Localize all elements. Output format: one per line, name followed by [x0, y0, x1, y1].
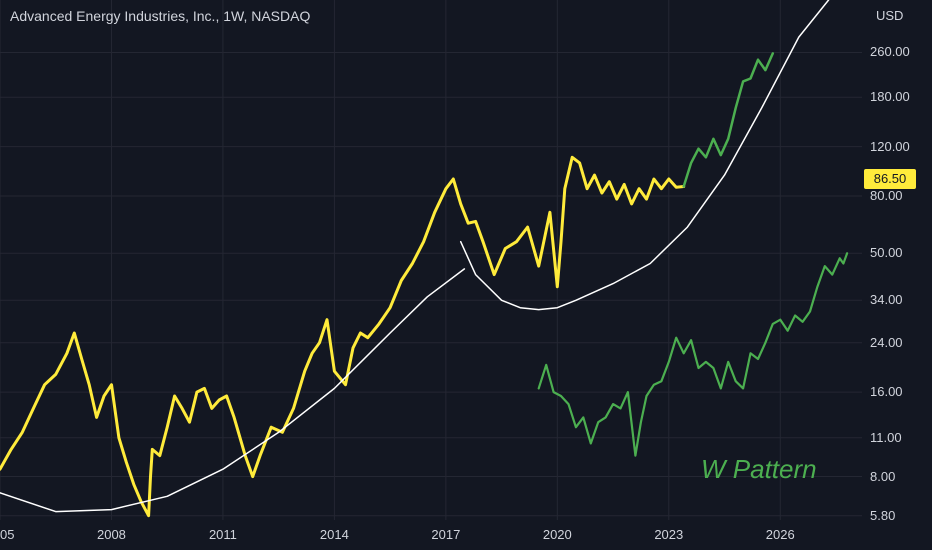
series-line-2	[537, 252, 849, 457]
series-line-0	[0, 155, 686, 518]
x-tick-label: 2026	[765, 527, 795, 542]
series-line-3	[0, 268, 466, 513]
y-tick-label: 24.00	[870, 334, 903, 350]
y-tick-label: 16.00	[870, 384, 903, 400]
y-tick-label: 80.00	[870, 188, 903, 204]
y-tick-label: 34.00	[870, 292, 903, 308]
x-tick-label: 2014	[319, 527, 349, 542]
series-line-1	[682, 52, 775, 188]
pattern-annotation: W Pattern	[701, 454, 817, 484]
chart-title: Advanced Energy Industries, Inc., 1W, NA…	[10, 8, 311, 24]
y-tick-label: 180.00	[870, 89, 910, 105]
y-tick-label: 50.00	[870, 245, 903, 261]
currency-label: USD	[876, 8, 904, 23]
y-tick-label: 120.00	[870, 138, 910, 154]
y-tick-label: 5.80	[870, 507, 896, 523]
x-tick-label: 2023	[654, 527, 684, 542]
y-tick-label: 11.00	[870, 429, 902, 445]
x-tick-label: 2005	[0, 527, 15, 542]
y-tick-label: 8.00	[870, 468, 896, 484]
last-price-badge: 86.50	[864, 169, 916, 189]
x-tick-label: 2011	[208, 527, 237, 542]
y-tick-label: 260.00	[870, 44, 910, 60]
x-tick-label: 2017	[431, 527, 461, 542]
series-line-4	[459, 0, 830, 311]
x-tick-label: 2020	[542, 527, 572, 542]
x-tick-label: 2008	[96, 527, 126, 542]
